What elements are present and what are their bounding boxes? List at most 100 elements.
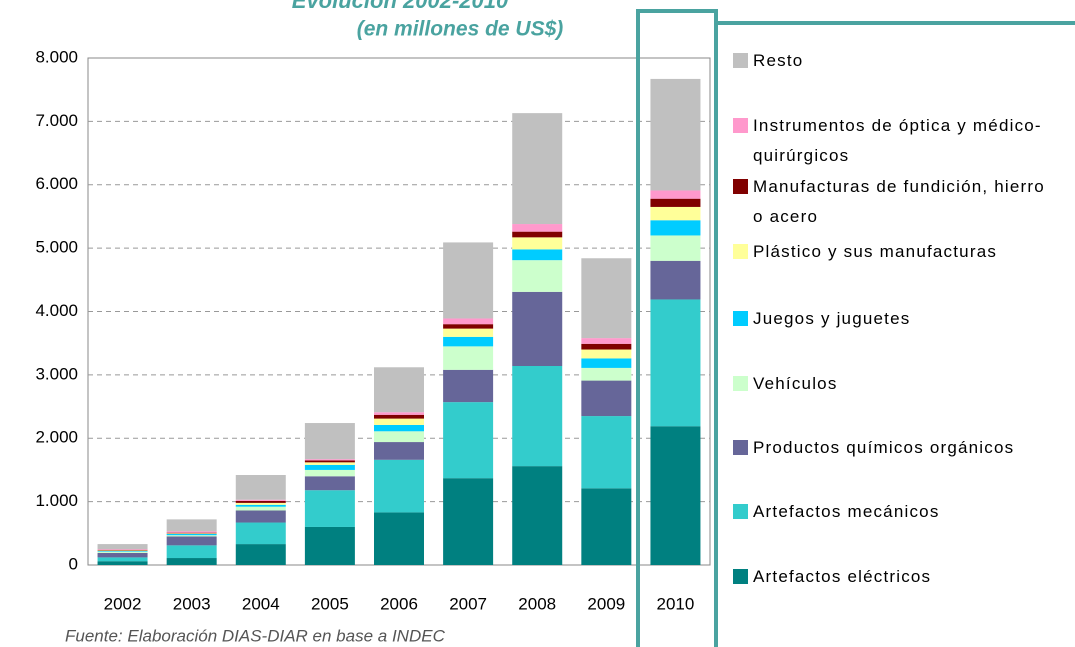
bar-segment [650,426,701,565]
legend-item: Artefactos mecánicos [733,497,1063,527]
bar-segment [512,466,563,565]
legend-item: Plástico y sus manufacturas [733,237,1063,267]
bar-segment [166,519,217,532]
legend-label: Productos químicos orgánicos [753,438,1015,457]
bar-segment [235,522,286,545]
bar-segment [97,551,148,552]
legend-swatch [733,569,748,584]
bar-segment [235,499,286,501]
bar-segment [581,338,632,344]
bar-segment [512,249,563,261]
legend-item: Vehículos [733,369,1063,399]
bar-segment [512,366,563,467]
bar-segment [166,532,217,534]
bar-segment [443,402,494,479]
bar-segment [374,418,424,425]
legend-swatch [733,118,748,133]
legend-item: Resto [733,46,1063,76]
bar-segment [374,414,424,419]
bar-segment [97,557,148,562]
bar-segment [97,549,148,550]
legend-label: Manufacturas de fundición, hierro o acer… [753,177,1045,226]
bar-segment [97,551,148,553]
chart-subtitle: (en millones de US$) [357,18,564,41]
bar-segment [97,550,148,552]
bar-segment [304,459,355,461]
legend-swatch [733,244,748,259]
bar-segment [650,78,701,191]
bar-segment [581,258,632,339]
bar-segment [374,459,424,513]
bar-segment [512,224,563,232]
bars [88,78,710,565]
bar-segment [650,206,701,221]
bar-segment [166,533,217,534]
bar-segment [374,412,424,415]
legend-item: Instrumentos de óptica y médico-quirúrgi… [733,111,1063,171]
y-tick-label: 3.000 [35,364,78,383]
bar-segment [581,488,632,565]
bar-segment [443,242,494,319]
bar-segment [97,544,148,550]
bar-segment [650,220,701,236]
x-tick-label: 2004 [242,594,280,613]
bar-segment [166,545,217,559]
bar-segment [304,462,355,465]
legend-label: Instrumentos de óptica y médico-quirúrgi… [753,116,1042,165]
legend-swatch [733,376,748,391]
x-tick-label: 2002 [104,594,142,613]
bar-segment [235,544,286,565]
x-tick-label: 2006 [380,594,418,613]
bar-segment [304,423,355,460]
bar-segment [443,318,494,325]
y-tick-label: 7.000 [35,111,78,130]
bar-segment [304,490,355,527]
legend-label: Resto [753,51,804,70]
highlight-frame [636,9,718,647]
bar-segment [235,500,286,503]
legend-swatch [733,53,748,68]
legend-item: Manufacturas de fundición, hierro o acer… [733,172,1063,232]
legend-item: Juegos y juguetes [733,304,1063,334]
bar-segment [166,535,217,537]
x-tick-label: 2010 [657,594,695,613]
legend-label: Plástico y sus manufacturas [753,242,998,261]
bar-segment [235,504,286,507]
bar-segment [581,380,632,417]
bar-segment [650,198,701,207]
bar-segment [304,526,355,565]
y-tick-label: 6.000 [35,174,78,193]
y-tick-label: 1.000 [35,491,78,510]
legend-swatch [733,440,748,455]
legend-item: Artefactos eléctricos [733,562,1063,592]
bar-segment [650,235,701,261]
bar-segment [304,460,355,463]
legend-swatch [733,504,748,519]
y-tick-label: 2.000 [35,428,78,447]
bar-segment [97,561,148,565]
bar-segment [650,299,701,427]
bar-segment [443,369,494,403]
legend-swatch [733,311,748,326]
bar-segment [374,512,424,565]
bar-segment [235,502,286,505]
bar-segment [235,510,286,523]
bar-segment [512,260,563,292]
bar-segment [166,531,217,533]
bar-segment [304,464,355,470]
x-tick-label: 2007 [449,594,487,613]
bar-segment [581,358,632,368]
legend-label: Artefactos mecánicos [753,502,940,521]
bar-segment [512,291,563,367]
bar-segment [166,558,217,565]
x-tick-label: 2009 [587,594,625,613]
bar-segment [374,367,424,413]
bar-segment [443,324,494,329]
bar-segment [97,552,148,558]
bar-segment [374,442,424,460]
bar-segment [304,469,355,477]
y-tick-label: 0 [69,554,78,573]
bar-segment [581,343,632,350]
chart-title: Evolución 2002-2010 [292,0,509,13]
